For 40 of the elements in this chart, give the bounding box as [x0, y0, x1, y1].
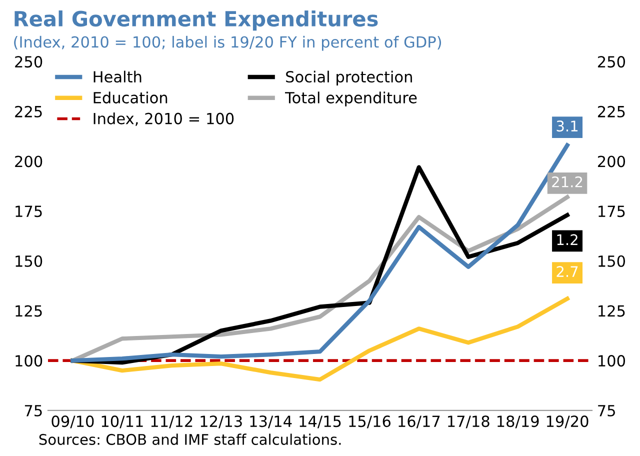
y2-tick-label: 200: [598, 156, 626, 168]
y2-tick-label: 75: [598, 405, 615, 416]
y-tick-label: 225: [15, 106, 42, 118]
y-tick-label: 250: [15, 56, 42, 68]
y-tick-label: 75: [24, 405, 42, 416]
y2-tick-label: 125: [598, 305, 625, 317]
line-series: [70, 296, 570, 382]
annotation: 2.7: [556, 266, 578, 277]
x-tick-label: 18/19: [497, 416, 539, 428]
annotation: 21.2: [552, 176, 582, 188]
y-tick-label: 150: [16, 255, 42, 267]
y2-tick-label: 100: [598, 355, 626, 367]
x-tick-label: 11/12: [151, 416, 192, 428]
y2-tick-label: 175: [598, 206, 625, 218]
x-tick-label: 19/20: [546, 416, 588, 428]
legend-label: Education: [94, 92, 168, 104]
x-tick-label: 13/14: [250, 416, 292, 428]
legend-label: Total expenditure: [285, 92, 417, 106]
legend-label: Health: [94, 70, 142, 83]
chart-subtitle: (Index, 2010 = 100; label is 19/20 FY in percent of GDP): [14, 36, 442, 51]
legend-label: Index, 2010 = 100: [94, 112, 234, 126]
x-tick-label: 10/11: [102, 416, 143, 428]
annotation: 1.2: [557, 234, 578, 245]
legend-label: Social protection: [286, 70, 412, 86]
x-tick-label: 14/15: [300, 416, 341, 428]
y-tick-label: 125: [16, 305, 42, 317]
x-tick-label: 09/10: [52, 416, 94, 428]
y2-tick-label: 225: [598, 106, 625, 118]
y-tick-label: 100: [16, 355, 42, 367]
x-tick-label: 12/13: [200, 416, 242, 428]
x-tick-label: 17/18: [448, 416, 490, 428]
source-note: Sources: CBOB and IMF staff calculations.: [39, 434, 341, 445]
y2-tick-label: 150: [598, 255, 626, 267]
x-tick-label: 16/17: [398, 416, 440, 428]
y2-tick-label: 250: [598, 56, 626, 68]
y-tick-label: 175: [16, 206, 42, 218]
y-tick-label: 200: [15, 156, 42, 168]
chart-title: Real Government Expenditures: [14, 10, 378, 31]
x-tick-label: 15/16: [349, 416, 391, 428]
annotation: 3.1: [556, 120, 578, 132]
